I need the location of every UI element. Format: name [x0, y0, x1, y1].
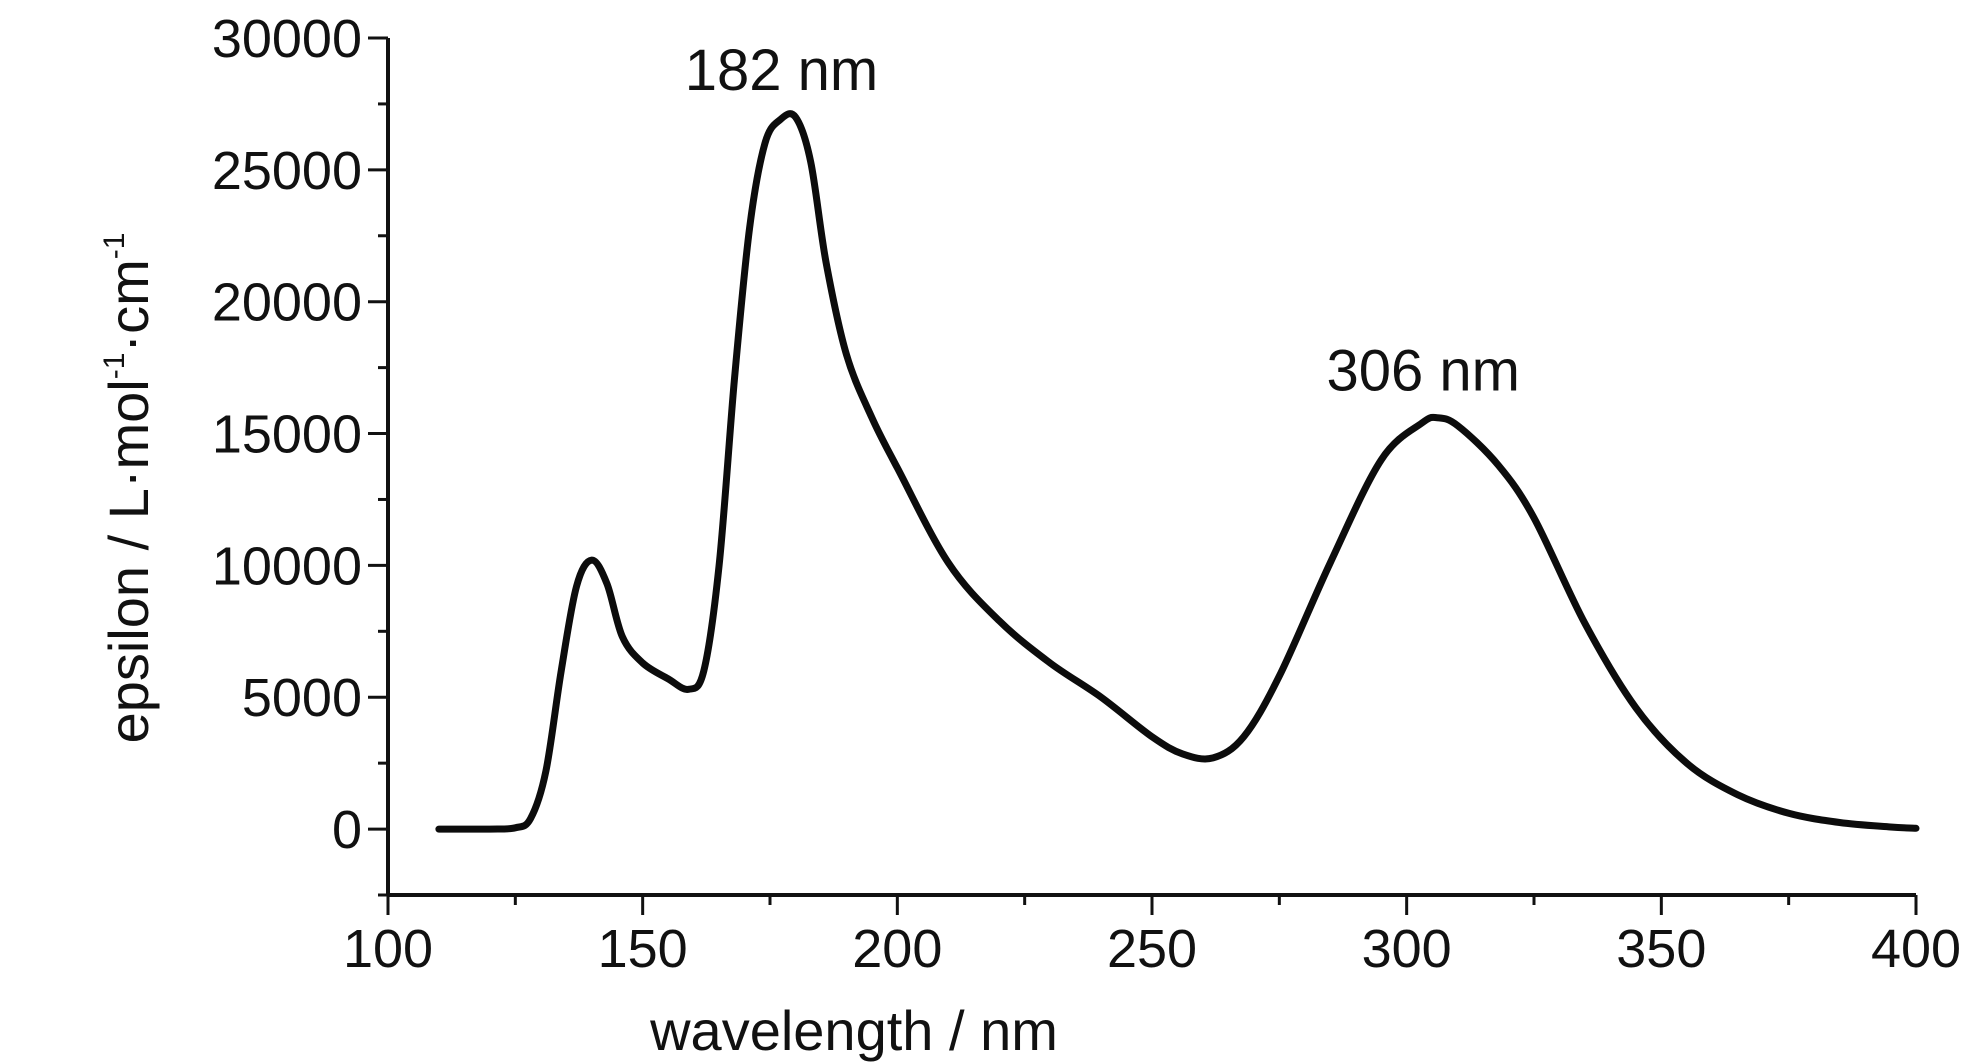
x-axis-label: wavelength / nm	[649, 999, 1058, 1062]
y-axis-label-sup-1: -1	[98, 353, 131, 380]
y-axis-label-part-2: ·cm	[97, 259, 160, 352]
series-layer	[435, 110, 1920, 833]
y-tick-label: 10000	[212, 536, 362, 596]
y-tick-label: 5000	[242, 668, 362, 728]
peak-annotation: 306 nm	[1326, 339, 1519, 404]
x-tick-label: 300	[1362, 919, 1452, 979]
y-tick-label: 20000	[212, 273, 362, 333]
x-tick-label: 400	[1871, 919, 1961, 979]
x-tick-label: 150	[598, 919, 688, 979]
x-tick-label: 350	[1616, 919, 1706, 979]
ticks: 0 5000 10000 15000 20000 25000 30000 100 150 200 2…	[212, 9, 1961, 979]
x-tick-label: 250	[1107, 919, 1197, 979]
x-tick-label: 200	[852, 919, 942, 979]
x-tick-label: 100	[343, 919, 433, 979]
spectrum-line	[435, 110, 1920, 833]
y-tick-label: 25000	[212, 141, 362, 201]
y-axis-label-part-1: epsilon / L·mol	[97, 379, 160, 743]
y-axis-label: epsilon / L·mol-1·cm-1	[97, 233, 160, 744]
annotation-layer: 182 nm 306 nm	[685, 38, 1520, 404]
y-tick-label: 0	[332, 800, 362, 860]
y-axis-label-sup-2: -1	[98, 233, 131, 260]
peak-annotation: 182 nm	[685, 38, 878, 103]
y-tick-label: 30000	[212, 9, 362, 69]
y-tick-label: 15000	[212, 405, 362, 465]
